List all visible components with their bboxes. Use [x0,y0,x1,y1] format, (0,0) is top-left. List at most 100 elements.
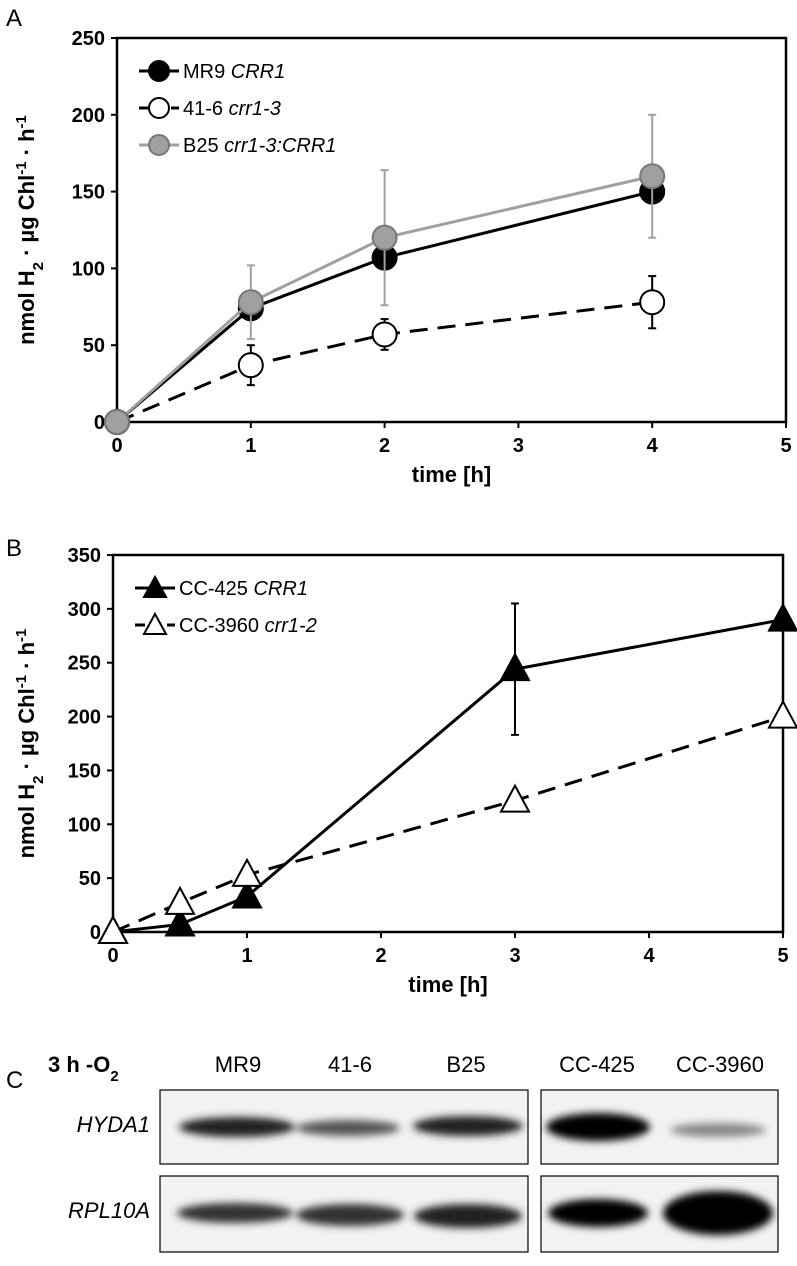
marker [371,224,398,251]
x-tick-label: 4 [643,945,655,967]
blot-left [159,1089,529,1253]
y-tick-label: 150 [68,760,101,782]
x-tick-label: 0 [111,435,122,457]
y-tick-label: 0 [90,922,101,944]
marker [97,914,129,944]
y-tick-label: 0 [94,412,105,434]
band [296,1204,404,1226]
condition-text: 3 h -O [48,1052,110,1077]
panel-label: A [6,5,22,32]
y-axis-title-part: 2 [30,776,47,784]
y-tick-label: 50 [79,868,101,890]
series [104,113,666,435]
band [670,1123,766,1137]
series-line [116,190,653,424]
marker [237,289,264,316]
lane-label: CC-425 [559,1052,635,1077]
legend-label: CC-3960 crr1-2 [179,615,317,637]
band [296,1120,400,1136]
y-tick-label: 200 [72,105,105,127]
y-axis-title-part: · h [14,642,39,675]
legend-label: B25 crr1-3:CRR1 [183,135,336,157]
x-tick-label: 2 [375,945,386,967]
plot-frame [111,553,785,934]
condition-sub: 2 [110,1068,118,1085]
series [97,699,797,944]
x-axis-title: time [h] [412,462,491,487]
x-tick-label: 5 [777,945,788,967]
marker [639,289,666,316]
y-tick-label: 150 [72,182,105,204]
marker [767,602,797,632]
y-axis-title-part: nmol H [14,784,39,859]
marker [231,857,263,887]
band [177,1203,293,1223]
lane-label: CC-3960 [676,1052,764,1077]
x-tick-label: 0 [107,945,118,967]
y-axis-title-part: -1 [13,629,30,642]
plot-frame [115,36,788,424]
legend-marker [142,611,168,635]
panel-label: C [6,1067,23,1094]
bands [546,1113,773,1235]
y-tick-label: 50 [83,335,105,357]
panel-label: B [6,535,22,562]
lane-label: MR9 [215,1052,261,1077]
y-axis-title-part: -1 [13,115,30,128]
y-tick-label: 300 [68,599,101,621]
x-tick-label: 4 [647,435,659,457]
marker [104,409,130,435]
y-tick-label: 100 [68,814,101,836]
x-tick-label: 3 [513,435,524,457]
band [413,1116,523,1136]
series-line [115,174,653,424]
bands [177,1116,523,1228]
x-tick-label: 1 [241,945,252,967]
band [414,1204,522,1228]
legend-marker [148,60,170,82]
marker [231,879,263,909]
lane-label: B25 [446,1052,485,1077]
marker [371,321,398,348]
marker [499,783,531,813]
legend-marker [142,574,168,598]
y-axis-title-part: · µg Chl [14,175,39,262]
x-tick-label: 3 [509,945,520,967]
y-axis-title-part: 2 [30,262,47,270]
y-axis-title-part: nmol H [14,270,39,345]
marker [639,163,666,190]
marker [164,885,196,915]
marker [767,699,797,729]
x-tick-label: 2 [379,435,390,457]
series-line [112,618,784,934]
marker [164,907,196,937]
band [548,1199,648,1227]
y-axis-title-part: -1 [13,161,30,174]
y-axis-title-part: · h [14,128,39,161]
band [179,1117,295,1137]
series-line [116,300,653,424]
legend-marker [148,97,170,119]
condition-label: 3 h -O2 [48,1052,119,1085]
band [546,1113,650,1141]
marker [237,352,264,379]
blot-right [540,1089,779,1253]
x-tick-label: 1 [245,435,256,457]
y-axis-title-part: -1 [13,675,30,688]
y-tick-label: 350 [68,545,101,567]
row-label: HYDA1 [77,1112,150,1137]
y-axis-title-part: · µg Chl [14,688,39,775]
legend-label: 41-6 crr1-3 [183,98,281,120]
lane-label: 41-6 [328,1052,372,1077]
y-tick-label: 100 [72,258,105,280]
series-line [112,715,784,934]
y-axis-title: nmol H2 · µg Chl-1 · h-1 [13,629,47,859]
y-axis-title: nmol H2 · µg Chl-1 · h-1 [13,115,47,345]
legend-marker [148,134,170,156]
x-axis-title: time [h] [408,972,487,997]
y-tick-label: 250 [72,28,105,50]
row-label: RPL10A [68,1198,150,1223]
x-tick-label: 5 [780,435,791,457]
